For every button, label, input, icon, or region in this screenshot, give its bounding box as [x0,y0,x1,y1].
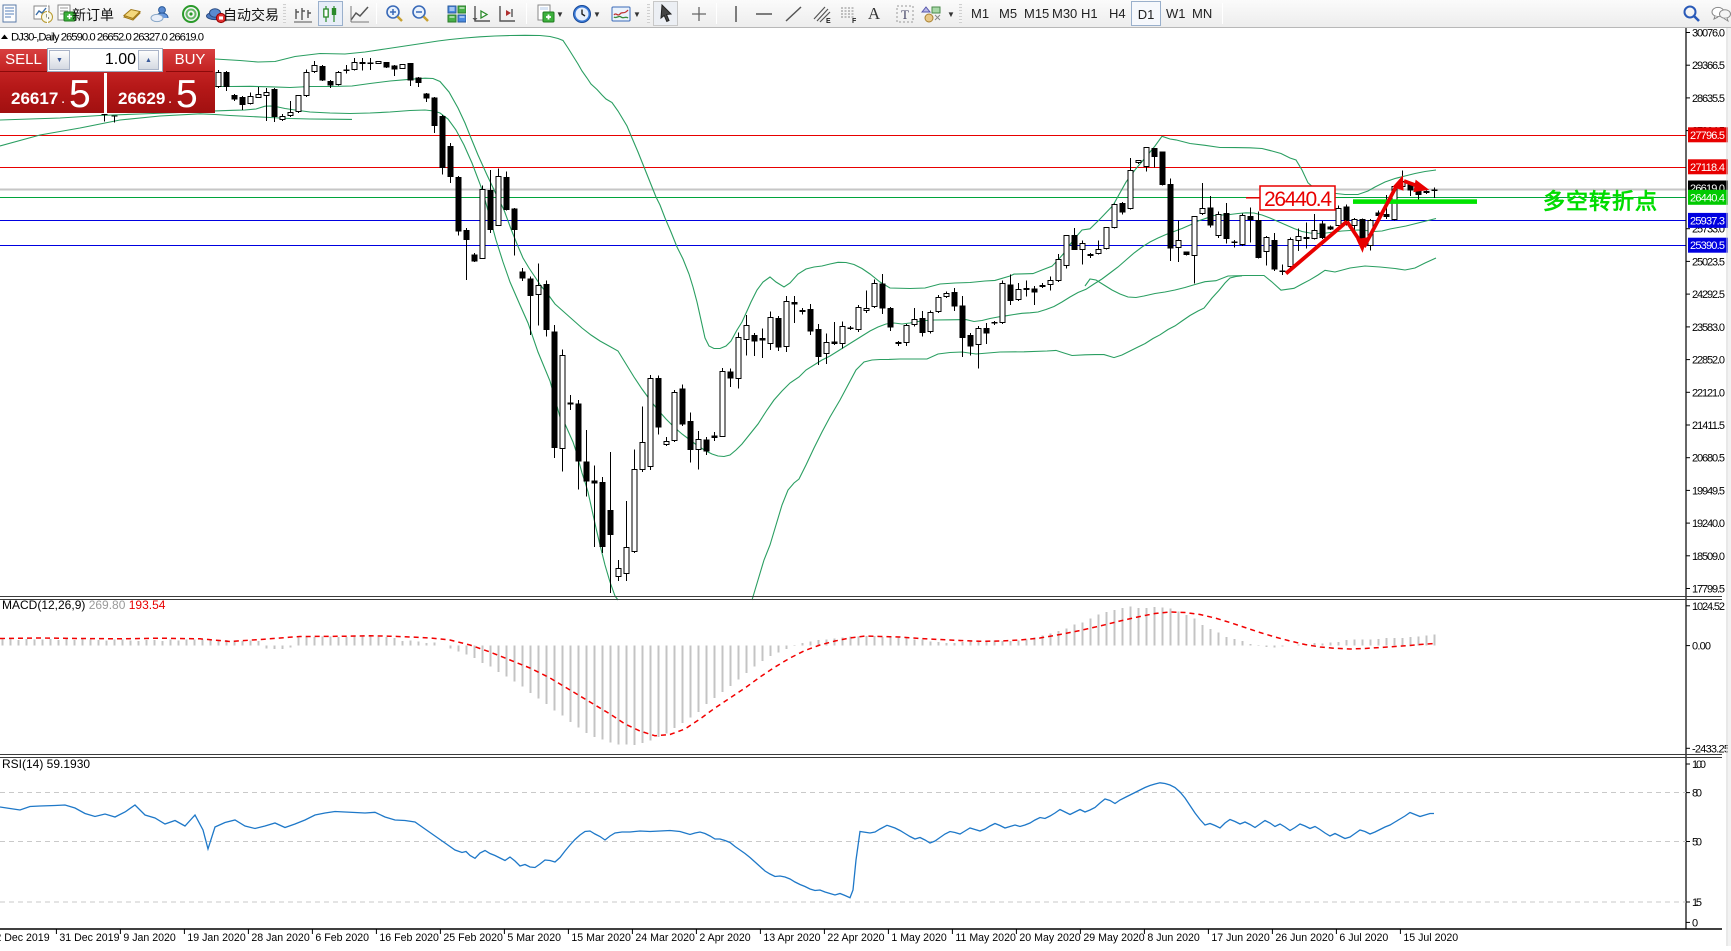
svg-text:16 Feb 2020: 16 Feb 2020 [379,932,439,944]
svg-text:100: 100 [1692,759,1706,771]
svg-text:17 Jun 2020: 17 Jun 2020 [1211,932,1269,944]
svg-text:26440.4: 26440.4 [1264,188,1332,211]
svg-text:MACD(12,26,9) 269.80 193.54: MACD(12,26,9) 269.80 193.54 [2,598,166,612]
svg-text:25390.5: 25390.5 [1690,240,1725,252]
svg-text:6 Jul 2020: 6 Jul 2020 [1339,932,1388,944]
svg-text:9 Jan 2020: 9 Jan 2020 [123,932,176,944]
svg-text:0.00: 0.00 [1692,641,1711,653]
svg-text:多空转折点: 多空转折点 [1543,189,1657,214]
svg-text:1024.52: 1024.52 [1692,601,1725,613]
svg-text:DJ30-,Daily 26590.0 26652.0 2: DJ30-,Daily 26590.0 26652.0 26327.0 2661… [11,32,204,44]
svg-text:2 Dec 2019: 2 Dec 2019 [0,932,50,944]
svg-text:25 Feb 2020: 25 Feb 2020 [443,932,503,944]
svg-text:30076.0: 30076.0 [1692,28,1725,40]
svg-text:28635.5: 28635.5 [1692,93,1725,105]
svg-text:15: 15 [1692,897,1702,909]
svg-text:1 May 2020: 1 May 2020 [891,932,946,944]
svg-text:21411.5: 21411.5 [1692,420,1725,432]
svg-text:27796.5: 27796.5 [1690,130,1725,142]
svg-text:20 May 2020: 20 May 2020 [1019,932,1080,944]
svg-text:17799.5: 17799.5 [1692,584,1725,596]
svg-text:29 May 2020: 29 May 2020 [1083,932,1144,944]
svg-text:19 Jan 2020: 19 Jan 2020 [187,932,245,944]
svg-text:5 Mar 2020: 5 Mar 2020 [507,932,561,944]
svg-text:18509.0: 18509.0 [1692,551,1725,563]
svg-text:24292.5: 24292.5 [1692,289,1725,301]
svg-text:19240.0: 19240.0 [1692,518,1725,530]
svg-text:6 Feb 2020: 6 Feb 2020 [315,932,369,944]
svg-text:50: 50 [1692,837,1702,849]
svg-text:27118.4: 27118.4 [1690,162,1725,174]
svg-text:15 Mar 2020: 15 Mar 2020 [571,932,631,944]
svg-text:20680.5: 20680.5 [1692,453,1725,465]
svg-text:13 Apr 2020: 13 Apr 2020 [763,932,820,944]
svg-text:22121.0: 22121.0 [1692,387,1725,399]
svg-text:-2433.25: -2433.25 [1692,743,1730,755]
svg-text:22852.0: 22852.0 [1692,355,1725,367]
svg-text:29366.5: 29366.5 [1692,60,1725,72]
svg-text:28 Jan 2020: 28 Jan 2020 [251,932,309,944]
svg-text:F: F [852,18,857,25]
svg-text:RSI(14) 59.1930: RSI(14) 59.1930 [2,757,90,771]
svg-text:25023.5: 25023.5 [1692,256,1725,268]
svg-text:0: 0 [1692,917,1698,929]
svg-text:23583.0: 23583.0 [1692,322,1725,334]
svg-text:2 Apr 2020: 2 Apr 2020 [699,932,750,944]
svg-text:8 Jun 2020: 8 Jun 2020 [1147,932,1200,944]
svg-text:24 Mar 2020: 24 Mar 2020 [635,932,695,944]
svg-text:15 Jul 2020: 15 Jul 2020 [1403,932,1458,944]
svg-text:25937.3: 25937.3 [1690,215,1725,227]
svg-text:19949.5: 19949.5 [1692,485,1725,497]
svg-text:26 Jun 2020: 26 Jun 2020 [1275,932,1333,944]
svg-text:31 Dec 2019: 31 Dec 2019 [59,932,119,944]
svg-text:22 Apr 2020: 22 Apr 2020 [827,932,884,944]
svg-text:T: T [901,7,909,22]
svg-text:11 May 2020: 11 May 2020 [955,932,1016,944]
svg-text:E: E [826,18,831,25]
svg-text:26440.4: 26440.4 [1690,192,1725,204]
svg-text:80: 80 [1692,788,1702,800]
